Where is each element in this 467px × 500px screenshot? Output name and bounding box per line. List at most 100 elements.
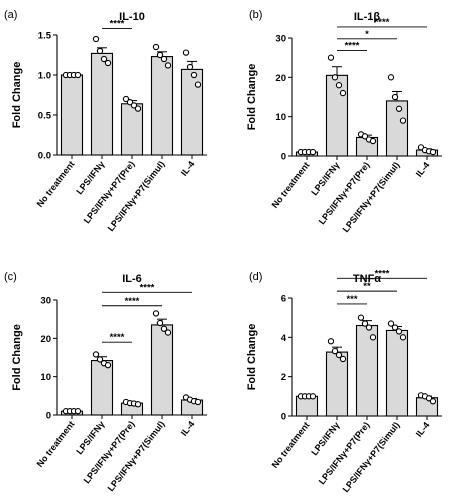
data-point [327, 54, 335, 61]
data-point [190, 71, 198, 79]
data-point [391, 93, 399, 101]
data-point [92, 35, 100, 43]
significance-label: **** [140, 282, 155, 293]
panel-label: (d) [249, 271, 262, 283]
data-point [365, 324, 373, 331]
significance-label: * [365, 29, 369, 40]
y-tick-label: 1.0 [38, 71, 51, 82]
significance-label: **** [375, 17, 390, 28]
data-point [152, 310, 160, 317]
bar [60, 74, 84, 156]
data-point [327, 338, 335, 345]
y-tick-label: 1.5 [38, 31, 52, 42]
y-tick-label: 10 [275, 112, 286, 123]
data-point [369, 137, 377, 145]
significance-label: ** [363, 281, 371, 292]
data-point [387, 320, 395, 327]
bar [295, 395, 319, 417]
data-point [399, 117, 407, 124]
significance-label: **** [110, 19, 125, 30]
bar [120, 103, 144, 156]
chart-title: IL-6 [122, 273, 142, 285]
significance-label: **** [375, 268, 390, 279]
chart-title: IL-10 [119, 11, 145, 23]
data-point [100, 55, 108, 63]
data-point [186, 63, 194, 71]
data-point [160, 325, 168, 332]
data-point [339, 355, 347, 363]
data-point [134, 401, 142, 408]
chart-panel-3: (d) TNFα Fold Change 0 2 4 6 No treatmentLPS/IF… [246, 268, 442, 494]
y-tick-label: 20 [40, 334, 51, 345]
x-tick-label: LPS/IFNγ [74, 419, 106, 456]
x-tick-label: No treatment [270, 420, 312, 470]
y-tick-label: 30 [275, 34, 286, 45]
y-tick-label: 4 [281, 333, 287, 344]
data-point [395, 105, 403, 112]
chart-title: IL-1β [354, 11, 381, 23]
data-point [160, 55, 168, 63]
x-tick-label: No treatment [35, 419, 77, 469]
y-tick-label: 30 [40, 296, 51, 307]
y-axis-label: Fold Change [246, 324, 258, 391]
y-tick-label: 0 [281, 412, 286, 423]
data-point [357, 314, 365, 321]
chart-title: TNFα [353, 273, 381, 285]
data-point [74, 408, 82, 415]
y-axis-label: Fold Change [11, 62, 23, 129]
data-point [395, 328, 403, 335]
y-axis-label: Fold Change [246, 64, 258, 131]
x-tick-label: LPS/IFNγ [309, 160, 341, 197]
x-tick-label: LPS/IFNγ+P7(Simul) [106, 419, 167, 493]
data-point [339, 89, 347, 97]
data-point [164, 62, 172, 69]
x-tick-label: No treatment [35, 159, 77, 209]
data-point [126, 99, 134, 106]
chart-panel-0: (a) IL-10 Fold Change 0.0 0.5 1.0 1.5 No treatm… [4, 9, 207, 233]
significance-label: **** [345, 41, 360, 52]
data-point [331, 74, 339, 81]
significance-label: **** [110, 332, 125, 343]
data-point [335, 82, 343, 89]
data-point [104, 362, 112, 369]
x-tick-label: IL-4 [179, 159, 197, 178]
y-tick-label: 0 [46, 411, 51, 422]
bar [150, 324, 174, 416]
data-point [369, 334, 377, 341]
x-tick-label: IL-4 [414, 420, 432, 439]
x-tick-label: LPS/IFNγ+P7(Simul) [341, 160, 402, 234]
data-point [134, 105, 142, 112]
data-point [130, 102, 138, 109]
data-point [361, 320, 369, 327]
y-axis-label: Fold Change [11, 324, 23, 391]
data-point [92, 351, 100, 358]
y-tick-label: 10 [40, 372, 51, 383]
data-point [96, 356, 104, 363]
bar [150, 56, 174, 156]
data-point [104, 59, 112, 67]
data-point [361, 133, 369, 140]
data-point [156, 319, 164, 327]
data-point [182, 49, 190, 56]
significance-label: *** [346, 294, 357, 305]
data-point [156, 51, 164, 59]
bar [90, 360, 114, 416]
data-point [194, 398, 202, 406]
data-point [425, 395, 433, 402]
y-tick-label: 2 [281, 372, 286, 383]
data-point [74, 71, 82, 79]
y-tick-label: 0.5 [38, 111, 52, 122]
bar [385, 329, 409, 417]
x-tick-label: IL-4 [179, 419, 197, 438]
y-tick-label: 6 [281, 294, 286, 305]
data-point [429, 398, 437, 405]
data-point [122, 95, 130, 103]
data-point [309, 148, 317, 156]
bar [90, 52, 114, 156]
y-tick-label: 0 [281, 152, 286, 163]
data-point [152, 43, 160, 51]
x-tick-label: IL-4 [414, 160, 432, 179]
x-tick-label: LPS/IFNγ [309, 420, 341, 457]
